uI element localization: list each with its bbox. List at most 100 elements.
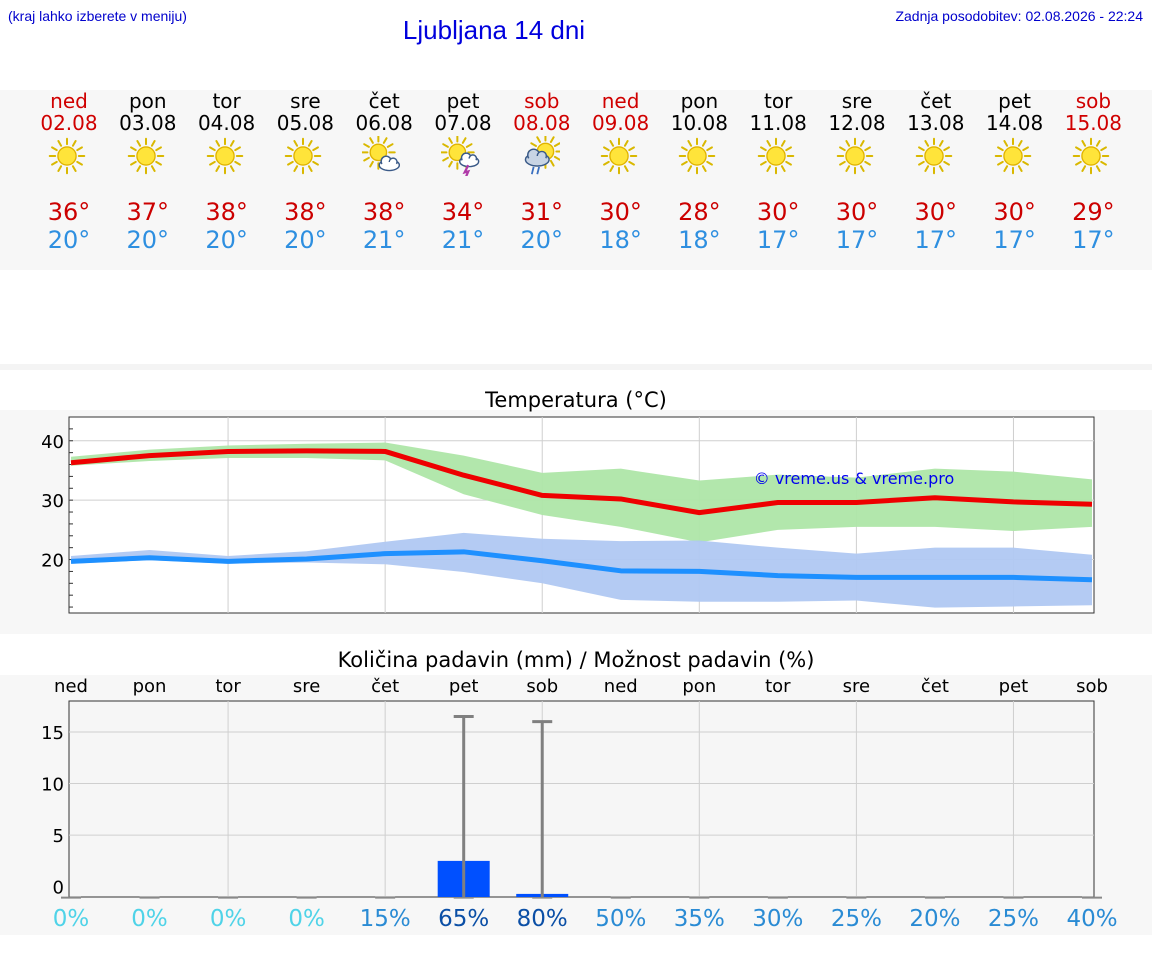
sun-icon [285,137,322,175]
day-date: 06.08 [355,111,413,135]
precipitation-probability: 0% [288,906,325,932]
day-date: 11.08 [749,111,807,135]
max-temperature: 30° [914,198,958,226]
day-label: pet [449,676,479,697]
precipitation-probability: 50% [595,906,646,932]
sun-icon [1073,137,1110,175]
day-column: sob 15.08 29° 17° [1053,90,1133,260]
day-label: čet [921,676,949,697]
day-date: 10.08 [670,111,729,135]
day-date: 12.08 [828,111,886,135]
day-label: pon [682,676,716,697]
precipitation-chart: ned pon tor sre čet pet sob ned pon tor sre čet pet s… [41,676,1117,932]
day-date: 02.08 [40,111,98,135]
min-temperature: 18° [678,226,721,254]
page-title: Ljubljana 14 dni [402,15,586,45]
min-temperature: 20° [126,226,170,254]
max-temperature: 30° [599,198,642,226]
separator [0,364,1152,370]
day-date: 15.08 [1064,111,1123,135]
precipitation-probability: 30% [752,906,803,932]
sun-rain-icon [524,136,560,175]
watermark: © vreme.us & vreme.pro [754,469,955,488]
y-tick-label: 20 [41,551,64,572]
day-label: ned [54,676,88,697]
max-temperature: 30° [993,198,1036,226]
sun-icon [915,137,953,175]
day-label: sob [526,676,558,697]
min-temperature: 20° [205,226,248,254]
min-temperature: 17° [1072,226,1115,254]
day-label: sre [843,676,870,697]
sun-thunderstorm-icon [441,136,480,176]
precipitation-probability: 0% [53,906,90,932]
day-column: čet 06.08 38° 21° [344,90,424,260]
day-date: 08.08 [513,111,571,135]
temperature-chart-title: Temperatura (°C) [485,388,667,412]
day-column: ned 02.08 36° 20° [29,90,109,260]
day-label: tor [765,676,791,697]
day-column: ned 09.08 30° 18° [581,90,661,260]
y-tick-label: 5 [53,826,64,847]
max-temperature: 38° [362,198,406,226]
precipitation-probability: 35% [674,906,725,932]
min-temperature: 21° [362,226,406,254]
day-date: 09.08 [591,111,650,135]
day-column: sob 08.08 31° 20° [502,90,582,260]
sun-icon [127,137,165,175]
precipitation-probability: 25% [988,906,1039,932]
day-label: sre [293,676,320,697]
sun-icon [836,137,874,175]
day-column: sre 12.08 30° 17° [817,90,897,260]
day-date: 05.08 [276,111,335,135]
day-name: pet [998,89,1032,113]
precipitation-chart-title: Količina padavin (mm) / Možnost padavin … [337,648,815,672]
day-column: tor 11.08 30° 17° [738,90,818,260]
max-temperature: 31° [520,198,564,226]
min-temperature: 20° [47,226,91,254]
max-temperature: 36° [47,198,91,226]
precipitation-probability: 65% [438,906,489,932]
temperature-chart: 20 30 40 © vreme.us & vreme.pro [41,416,1095,614]
max-temperature: 29° [1072,198,1115,226]
day-label: pon [133,676,167,697]
day-name: pon [128,89,167,113]
day-name: sre [290,89,321,113]
min-temperature: 20° [284,226,327,254]
day-name: sob [524,89,560,113]
day-column: pet 07.08 34° 21° [423,90,503,260]
max-temperature: 37° [126,198,170,226]
max-temperature-line [70,448,1093,516]
min-temperature: 18° [599,226,642,254]
sun-cloud-icon [362,136,401,172]
min-temperature: 17° [993,226,1036,254]
day-date: 13.08 [907,111,965,135]
last-update: Zadnja posodobitev: 02.08.2026 - 22:24 [895,8,1143,24]
day-column: pon 10.08 28° 18° [659,90,739,260]
day-column: sre 05.08 38° 20° [265,90,345,260]
day-name: pon [680,89,719,113]
precipitation-probability: 15% [360,906,411,932]
day-name: ned [601,89,640,113]
day-label: čet [371,676,399,697]
precipitation-probability: 25% [831,906,882,932]
day-name: tor [212,89,241,113]
min-temperature: 17° [835,226,879,254]
min-temperature-line [70,549,1093,583]
y-tick-label: 10 [41,775,64,796]
max-temperature: 38° [205,198,248,226]
precipitation-probability: 20% [909,906,960,932]
day-date: 03.08 [119,111,177,135]
day-date: 14.08 [985,111,1044,135]
max-temperature: 34° [441,198,485,226]
day-name: sre [841,89,873,113]
max-temperature: 30° [835,198,879,226]
max-temperature: 38° [284,198,327,226]
day-date: 04.08 [197,111,256,135]
day-column: pon 03.08 37° 20° [108,90,188,260]
day-date: 07.08 [434,111,492,135]
sun-icon [600,137,637,175]
max-temperature: 28° [678,198,721,226]
min-temperature: 20° [520,226,564,254]
day-name: sob [1075,89,1112,113]
